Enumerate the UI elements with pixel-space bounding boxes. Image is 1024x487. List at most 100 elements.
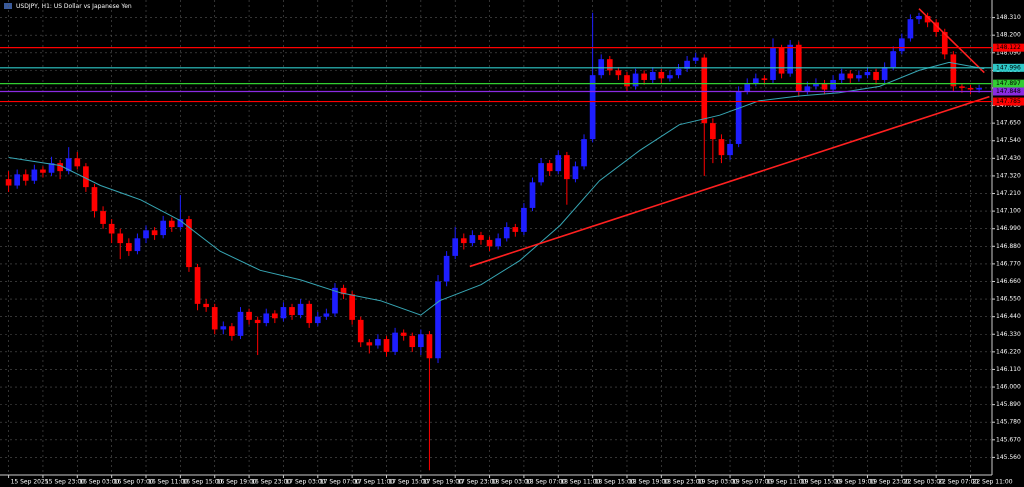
x-tick-label: 22 Sep 07:00 <box>938 479 978 486</box>
x-tick-label: 17 Sep 03:00 <box>285 479 325 486</box>
y-tick-label: 148.310 <box>996 14 1021 21</box>
candle-body <box>246 311 252 320</box>
x-tick-label: 22 Sep 03:00 <box>904 479 944 486</box>
candle-body <box>460 238 467 244</box>
y-tick-label: 148.090 <box>996 49 1021 56</box>
candle-body <box>57 163 63 172</box>
candle-body <box>194 267 201 304</box>
candle-body <box>392 332 398 352</box>
candle-body <box>916 15 922 20</box>
x-tick-label: 19 Sep 11:00 <box>766 479 806 486</box>
candle-body <box>521 207 527 232</box>
candle-body <box>151 230 158 236</box>
y-tick-label: 147.540 <box>996 137 1021 144</box>
candle-body <box>400 332 407 336</box>
candle-body <box>924 15 931 23</box>
y-tick-label: 146.880 <box>996 243 1021 250</box>
y-tick-label: 145.890 <box>996 401 1021 408</box>
level-label-box <box>993 79 1024 88</box>
candle-body <box>890 51 897 68</box>
candle-body <box>632 73 639 87</box>
candle-body <box>203 303 209 308</box>
candle-body <box>529 182 536 208</box>
y-tick-label: 146.550 <box>996 296 1021 303</box>
candle-body <box>821 83 828 90</box>
candle-body <box>495 238 501 247</box>
candle-body <box>778 47 785 74</box>
y-tick-label: 147.100 <box>996 208 1021 215</box>
candle-body <box>624 75 630 87</box>
x-tick-label: 16 Sep 11:00 <box>148 479 188 486</box>
level-label: 147.996 <box>996 64 1021 71</box>
candle-body <box>40 169 46 173</box>
y-tick-label: 146.000 <box>996 384 1021 391</box>
x-tick-label: 17 Sep 19:00 <box>423 479 463 486</box>
candle-body <box>263 313 270 324</box>
x-tick-label: 16 Sep 03:00 <box>79 479 119 486</box>
candle-body <box>426 334 433 359</box>
candle-body <box>667 75 673 79</box>
moving-average <box>8 61 985 316</box>
candle-body <box>658 71 665 79</box>
candle-body <box>383 339 390 352</box>
candle-body <box>108 223 115 234</box>
x-tick-label: 19 Sep 15:00 <box>801 479 841 486</box>
x-tick-label: 22 Sep 11:00 <box>973 479 1013 486</box>
candle-body <box>847 73 854 79</box>
y-tick-label: 145.780 <box>996 419 1021 426</box>
candle-body <box>959 86 965 88</box>
candle-body <box>830 79 836 90</box>
candle-body <box>701 57 708 124</box>
candle-body <box>503 227 510 239</box>
candle-body <box>615 70 622 76</box>
y-tick-label: 146.330 <box>996 331 1021 338</box>
candle-body <box>443 255 450 282</box>
x-tick-label: 19 Sep 23:00 <box>869 479 909 486</box>
level-label: 147.785 <box>996 98 1021 105</box>
x-tick-label: 15 Sep 23:00 <box>45 479 85 486</box>
candle-body <box>735 91 742 144</box>
candle-body <box>168 220 175 228</box>
y-tick-label: 147.210 <box>996 190 1021 197</box>
level-label-box <box>993 43 1024 52</box>
y-tick-label: 146.440 <box>996 313 1021 320</box>
candle-body <box>907 19 914 39</box>
y-tick-label: 148.200 <box>996 32 1021 39</box>
candle-body <box>555 155 562 172</box>
candle-body <box>48 163 55 173</box>
candle-body <box>91 187 98 212</box>
x-tick-label: 18 Sep 03:00 <box>492 479 532 486</box>
candle-body <box>306 303 313 324</box>
candle-body <box>692 57 699 61</box>
candle-body <box>160 220 167 236</box>
y-tick-label: 146.220 <box>996 348 1021 355</box>
y-tick-label: 147.430 <box>996 155 1021 162</box>
candle-body <box>117 233 124 244</box>
candle-body <box>538 163 544 183</box>
y-tick-label: 147.320 <box>996 172 1021 179</box>
candle-body <box>675 68 682 76</box>
x-tick-label: 18 Sep 15:00 <box>595 479 635 486</box>
candle-body <box>272 313 278 319</box>
candle-body <box>100 211 106 224</box>
candle-body <box>606 59 613 71</box>
level-label: 148.122 <box>996 44 1021 51</box>
candle-body <box>684 60 690 69</box>
y-tick-label: 145.560 <box>996 454 1021 461</box>
candle-body <box>873 71 879 80</box>
candle-body <box>581 139 587 167</box>
candle-body <box>220 326 227 330</box>
candle-body <box>572 166 579 180</box>
candle-body <box>289 307 295 316</box>
x-tick-label: 17 Sep 07:00 <box>320 479 360 486</box>
y-tick-label: 146.660 <box>996 278 1021 285</box>
candle-body <box>31 169 38 181</box>
candle-body <box>134 238 141 252</box>
y-tick-label: 147.650 <box>996 120 1021 127</box>
x-tick-label: 17 Sep 11:00 <box>354 479 394 486</box>
x-tick-label: 19 Sep 19:00 <box>835 479 875 486</box>
candle-body <box>761 78 768 80</box>
x-tick-label: 19 Sep 07:00 <box>732 479 772 486</box>
candle-body <box>813 83 819 87</box>
